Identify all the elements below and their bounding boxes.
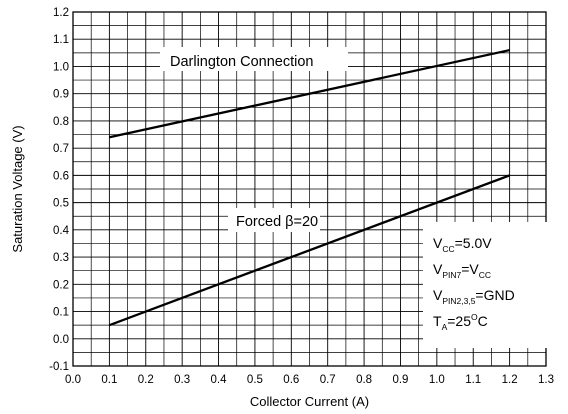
x-tick-label: 1.2 (502, 374, 518, 386)
y-tick-label: 1.2 (53, 7, 69, 19)
y-tick-label: 0.1 (53, 307, 69, 319)
y-tick-label: 0.5 (53, 198, 69, 210)
y-tick-label: 0.4 (53, 225, 70, 237)
y-tick-labels: -0.1 0.0 0.1 0.2 0.3 0.4 0.5 0.6 0.7 0.8 0.9 1.0 1.1… (49, 7, 69, 373)
condition-pin235: VPIN2,3,5=GND (433, 287, 515, 306)
plot-frame (72, 11, 547, 367)
x-tick-label: 0.5 (247, 374, 263, 386)
x-tick-label: 1.3 (538, 374, 554, 386)
x-tick-label: 0.3 (174, 374, 190, 386)
x-tick-label: 0.2 (138, 374, 154, 386)
condition-vcc: VCC=5.0V (433, 235, 492, 254)
y-tick-label: 1.0 (53, 61, 69, 73)
x-tick-label: 0.0 (65, 374, 81, 386)
series-layer (108, 48, 511, 327)
y-tick-label: 0.6 (53, 170, 69, 182)
x-tick-label: 0.6 (283, 374, 299, 386)
y-tick-label: 0.2 (53, 279, 69, 291)
x-tick-label: 0.9 (392, 374, 408, 386)
series-line-forced-beta (108, 174, 511, 327)
x-tick-label: 1.1 (465, 374, 481, 386)
y-tick-label: -0.1 (49, 361, 69, 373)
forced-label-bg (228, 208, 320, 232)
x-tick-label: 0.4 (211, 374, 228, 386)
x-tick-label: 0.8 (356, 374, 372, 386)
y-tick-label: 0.9 (53, 89, 69, 101)
y-tick-label: 0.8 (53, 116, 69, 128)
x-axis-title: Collector Current (A) (250, 394, 369, 409)
y-tick-label: 0.0 (53, 334, 69, 346)
x-tick-label: 1.0 (429, 374, 445, 386)
y-tick-label: 0.7 (53, 143, 69, 155)
x-tick-label: 0.7 (320, 374, 336, 386)
y-tick-label: 0.3 (53, 252, 69, 264)
darlington-label-bg (160, 47, 348, 71)
darlington-annotation: Darlington Connection (170, 54, 313, 70)
conditions-box-bg (423, 222, 548, 348)
x-tick-label: 0.1 (101, 374, 117, 386)
series-line-darlington (109, 48, 510, 139)
condition-ta: TA=25OC (433, 312, 488, 332)
x-tick-labels: 0.0 0.1 0.2 0.3 0.4 0.5 0.6 0.7 0.8 0.9 1.0 1.1 1.2 1… (65, 374, 554, 386)
y-axis-title: Saturation Voltage (V) (10, 125, 25, 252)
condition-pin7: VPIN7=VCC (433, 261, 491, 280)
y-tick-label: 1.1 (53, 34, 69, 46)
forced-annotation: Forced β=20 (236, 214, 318, 230)
